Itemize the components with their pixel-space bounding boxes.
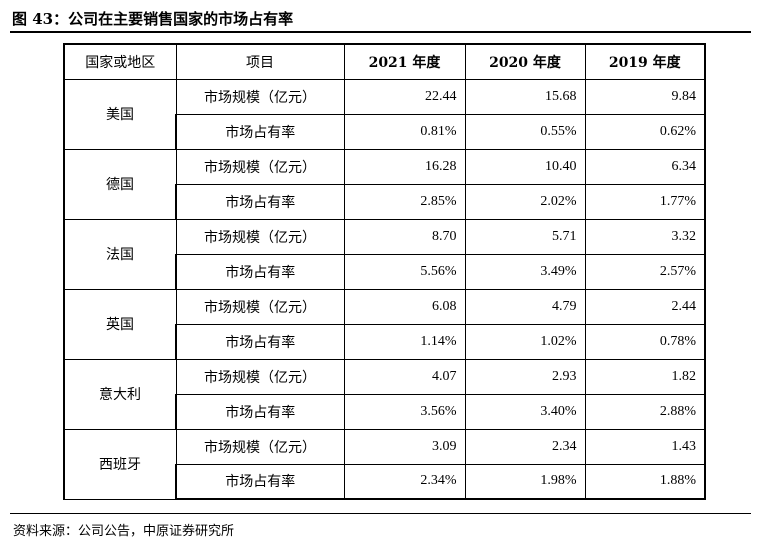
market-share-value: 1.02% — [464, 323, 586, 360]
market-size-value: 5.71 — [464, 218, 586, 255]
table-row: 西班牙 市场规模（亿元） 3.09 2.34 1.43 — [63, 428, 706, 500]
item-label-market-share: 市场占有率 — [175, 253, 345, 290]
item-label-market-size: 市场规模（亿元） — [175, 218, 345, 255]
market-share-value: 1.77% — [584, 183, 706, 220]
market-share-value: 2.85% — [343, 183, 466, 220]
region-cell: 法国 — [63, 218, 177, 290]
market-share-value: 2.34% — [343, 463, 466, 500]
item-label-market-size: 市场规模（亿元） — [175, 288, 345, 325]
market-share-value: 0.62% — [584, 113, 706, 150]
table-row: 德国 市场规模（亿元） 16.28 10.40 6.34 — [63, 148, 706, 220]
market-share-table: 国家或地区 项目 2021 年度 2020 年度 2019 年度 美国 市场规模（… — [63, 43, 706, 500]
market-share-value: 3.49% — [464, 253, 586, 290]
market-size-value: 16.28 — [343, 148, 466, 185]
table-body: 美国 市场规模（亿元） 22.44 15.68 9.84 市场占有率 0.81% 0.55% 0… — [63, 78, 706, 500]
table-row: 市场占有率 5.56% 3.49% 2.57% — [64, 253, 706, 290]
item-label-market-size: 市场规模（亿元） — [175, 428, 345, 465]
header-2020: 2020 年度 — [464, 43, 586, 80]
market-size-value: 22.44 — [343, 78, 466, 115]
source-note: 资料来源：公司公告，中原证券研究所 — [13, 524, 235, 539]
market-size-value: 2.34 — [464, 428, 586, 465]
header-item: 项目 — [175, 43, 345, 80]
market-size-value: 2.93 — [464, 358, 586, 395]
table-row: 意大利 市场规模（亿元） 4.07 2.93 1.82 — [63, 358, 706, 430]
market-size-value: 10.40 — [464, 148, 586, 185]
item-label-market-share: 市场占有率 — [175, 183, 345, 220]
market-size-value: 6.34 — [584, 148, 706, 185]
table-row: 市场占有率 3.56% 3.40% 2.88% — [64, 393, 706, 430]
market-share-value: 2.88% — [584, 393, 706, 430]
item-label-market-share: 市场占有率 — [175, 463, 345, 500]
table-row: 市场占有率 2.85% 2.02% 1.77% — [64, 183, 706, 220]
header-region: 国家或地区 — [63, 43, 177, 80]
market-share-value: 1.14% — [343, 323, 466, 360]
market-size-value: 1.43 — [584, 428, 706, 465]
market-share-value: 3.40% — [464, 393, 586, 430]
item-label-market-size: 市场规模（亿元） — [175, 78, 345, 115]
market-share-value: 2.57% — [584, 253, 706, 290]
header-2021: 2021 年度 — [343, 43, 466, 80]
item-label-market-share: 市场占有率 — [175, 393, 345, 430]
title-rule — [10, 31, 751, 33]
market-size-value: 1.82 — [584, 358, 706, 395]
table-row: 市场占有率 2.34% 1.98% 1.88% — [64, 463, 706, 500]
region-cell: 美国 — [63, 78, 177, 150]
item-label-market-share: 市场占有率 — [175, 113, 345, 150]
table-row: 法国 市场规模（亿元） 8.70 5.71 3.32 — [63, 218, 706, 290]
header-2019: 2019 年度 — [584, 43, 706, 80]
market-share-value: 1.98% — [464, 463, 586, 500]
market-size-value: 15.68 — [464, 78, 586, 115]
table-row: 美国 市场规模（亿元） 22.44 15.68 9.84 — [63, 78, 706, 150]
market-size-value: 2.44 — [584, 288, 706, 325]
market-share-value: 3.56% — [343, 393, 466, 430]
table-header-row: 国家或地区 项目 2021 年度 2020 年度 2019 年度 — [63, 43, 706, 80]
region-cell: 德国 — [63, 148, 177, 220]
market-size-value: 4.79 — [464, 288, 586, 325]
market-share-value: 0.55% — [464, 113, 586, 150]
market-size-value: 6.08 — [343, 288, 466, 325]
market-size-value: 8.70 — [343, 218, 466, 255]
market-size-value: 4.07 — [343, 358, 466, 395]
region-cell: 西班牙 — [63, 428, 177, 500]
market-share-value: 5.56% — [343, 253, 466, 290]
item-label-market-share: 市场占有率 — [175, 323, 345, 360]
market-size-value: 3.32 — [584, 218, 706, 255]
market-size-value: 9.84 — [584, 78, 706, 115]
market-share-value: 0.78% — [584, 323, 706, 360]
region-cell: 意大利 — [63, 358, 177, 430]
item-label-market-size: 市场规模（亿元） — [175, 358, 345, 395]
region-cell: 英国 — [63, 288, 177, 360]
figure-title: 图 43：公司在主要销售国家的市场占有率 — [12, 10, 294, 28]
market-share-value: 0.81% — [343, 113, 466, 150]
item-label-market-size: 市场规模（亿元） — [175, 148, 345, 185]
table-row: 市场占有率 0.81% 0.55% 0.62% — [64, 113, 706, 150]
market-share-value: 2.02% — [464, 183, 586, 220]
source-rule — [10, 513, 751, 514]
market-share-value: 1.88% — [584, 463, 706, 500]
table-row: 英国 市场规模（亿元） 6.08 4.79 2.44 — [63, 288, 706, 360]
market-size-value: 3.09 — [343, 428, 466, 465]
table-row: 市场占有率 1.14% 1.02% 0.78% — [64, 323, 706, 360]
